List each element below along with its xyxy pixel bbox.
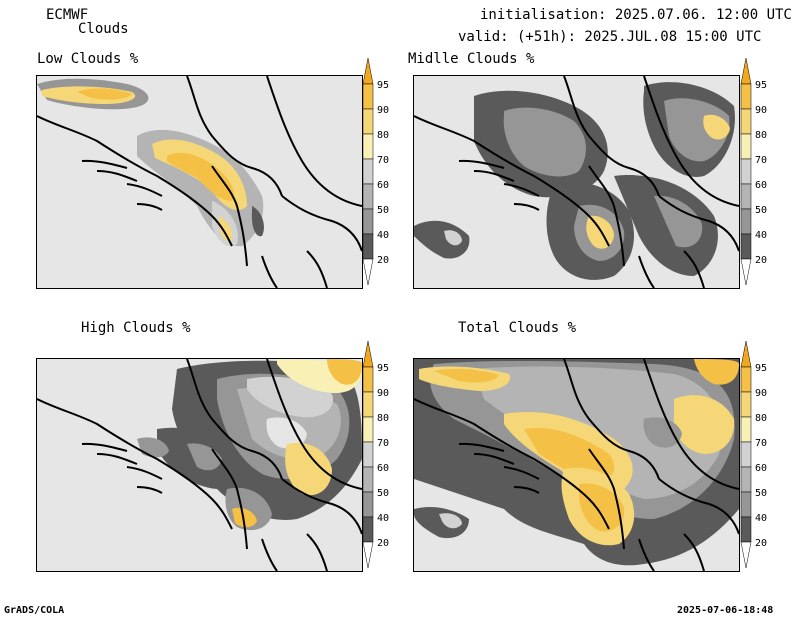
colorbar-svg: 95 90 80 70 60 50 40 20 <box>362 341 389 569</box>
map-high <box>37 359 362 571</box>
map-panel-total <box>413 358 740 572</box>
panel-title-middle: Midlle Clouds % <box>408 51 535 67</box>
colorbar-box <box>740 233 752 260</box>
colorbar-level-label: 50 <box>377 488 389 499</box>
colorbar-level-label: 90 <box>377 388 389 399</box>
colorbar-level-label: 80 <box>377 130 389 141</box>
map-low <box>37 76 362 288</box>
colorbar-box <box>362 491 374 518</box>
colorbar-box <box>362 208 374 235</box>
colorbar-box <box>362 133 374 160</box>
colorbar-svg: 95 90 80 70 60 50 40 20 <box>362 58 389 286</box>
colorbar-over-triangle <box>362 341 374 368</box>
colorbar-low: 95 90 80 70 60 50 40 20 <box>362 58 398 298</box>
colorbar-level-label: 60 <box>755 463 767 474</box>
colorbar-level-label: 95 <box>377 363 389 374</box>
colorbar-over-triangle <box>740 341 752 368</box>
colorbar-box <box>740 158 752 185</box>
colorbar-box <box>740 416 752 443</box>
colorbar-level-label: 50 <box>755 488 767 499</box>
footer-software-label: GrADS/COLA <box>4 605 65 616</box>
colorbar-level-label: 80 <box>755 413 767 424</box>
initialisation-label: initialisation: 2025.07.06. 12:00 UTC <box>480 7 792 23</box>
map-panel-low <box>36 75 363 289</box>
colorbar-box <box>362 516 374 543</box>
colorbar-level-label: 70 <box>755 438 767 449</box>
colorbar-level-label: 40 <box>755 513 767 524</box>
colorbar-box <box>740 108 752 135</box>
colorbar-level-label: 40 <box>755 230 767 241</box>
colorbar-box <box>362 441 374 468</box>
map-panel-high <box>36 358 363 572</box>
colorbar-box <box>740 183 752 210</box>
colorbar-over-triangle <box>740 58 752 85</box>
colorbar-box <box>740 208 752 235</box>
colorbar-middle: 95 90 80 70 60 50 40 20 <box>740 58 776 298</box>
colorbar-level-label: 90 <box>755 388 767 399</box>
colorbar-level-label: 20 <box>755 538 767 549</box>
colorbar-under-triangle <box>362 258 374 286</box>
footer-timestamp-label: 2025-07-06-18:48 <box>677 605 774 616</box>
colorbar-under-triangle <box>740 541 752 569</box>
colorbar-box <box>740 133 752 160</box>
colorbar-box <box>362 108 374 135</box>
colorbar-box <box>740 391 752 418</box>
colorbar-box <box>740 491 752 518</box>
colorbar-level-label: 95 <box>755 80 767 91</box>
source-label: ECMWF <box>46 7 89 23</box>
colorbar-box <box>362 83 374 110</box>
map-panel-middle <box>413 75 740 289</box>
colorbar-level-label: 50 <box>377 205 389 216</box>
colorbar-high: 95 90 80 70 60 50 40 20 <box>362 341 398 581</box>
colorbar-level-label: 95 <box>755 363 767 374</box>
panel-title-total: Total Clouds % <box>458 320 577 336</box>
colorbar-level-label: 80 <box>755 130 767 141</box>
colorbar-svg: 95 90 80 70 60 50 40 20 <box>740 58 767 286</box>
colorbar-level-label: 70 <box>377 438 389 449</box>
colorbar-over-triangle <box>362 58 374 85</box>
colorbar-box <box>740 366 752 393</box>
colorbar-box <box>740 83 752 110</box>
colorbar-level-label: 20 <box>377 538 389 549</box>
colorbar-level-label: 60 <box>755 180 767 191</box>
colorbar-under-triangle <box>740 258 752 286</box>
colorbar-box <box>362 183 374 210</box>
colorbar-box <box>362 416 374 443</box>
colorbar-under-triangle <box>362 541 374 569</box>
colorbar-box <box>362 466 374 493</box>
colorbar-box <box>362 233 374 260</box>
panel-title-low: Low Clouds % <box>37 51 139 67</box>
colorbar-level-label: 70 <box>377 155 389 166</box>
map-total <box>414 359 739 571</box>
colorbar-box <box>740 466 752 493</box>
colorbar-box <box>740 441 752 468</box>
colorbar-box <box>362 391 374 418</box>
colorbar-box <box>362 158 374 185</box>
colorbar-level-label: 50 <box>755 205 767 216</box>
colorbar-level-label: 80 <box>377 413 389 424</box>
map-middle <box>414 76 739 288</box>
colorbar-box <box>740 516 752 543</box>
panel-title-high: High Clouds % <box>81 320 191 336</box>
colorbar-level-label: 90 <box>755 105 767 116</box>
colorbar-level-label: 40 <box>377 513 389 524</box>
colorbar-level-label: 70 <box>755 155 767 166</box>
colorbar-level-label: 20 <box>755 255 767 266</box>
colorbar-level-label: 60 <box>377 180 389 191</box>
colorbar-level-label: 95 <box>377 80 389 91</box>
valid-time-label: valid: (+51h): 2025.JUL.08 15:00 UTC <box>458 29 762 45</box>
variable-label: Clouds <box>78 21 129 37</box>
colorbar-level-label: 90 <box>377 105 389 116</box>
colorbar-level-label: 40 <box>377 230 389 241</box>
colorbar-total: 95 90 80 70 60 50 40 20 <box>740 341 776 581</box>
colorbar-level-label: 20 <box>377 255 389 266</box>
colorbar-box <box>362 366 374 393</box>
colorbar-level-label: 60 <box>377 463 389 474</box>
colorbar-svg: 95 90 80 70 60 50 40 20 <box>740 341 767 569</box>
